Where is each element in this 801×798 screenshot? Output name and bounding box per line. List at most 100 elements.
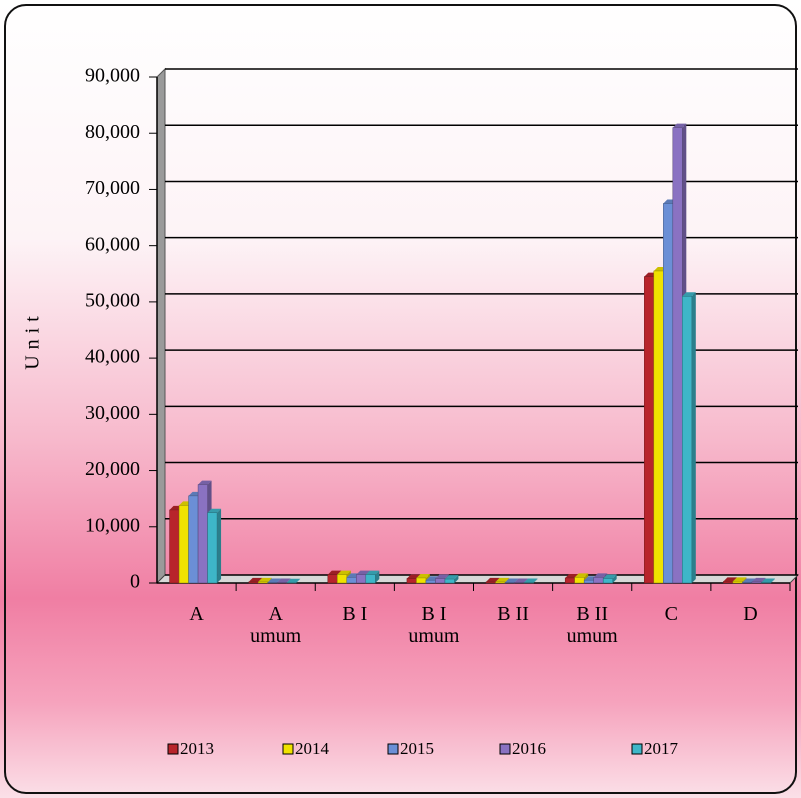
bar-side: [296, 578, 301, 583]
legend-label: 2014: [295, 739, 330, 758]
bar-top: [327, 570, 342, 575]
bar: [732, 581, 743, 584]
bar: [495, 581, 506, 584]
bar-top: [207, 508, 222, 513]
x-tick-label: A: [189, 603, 204, 625]
y-tick-label: 90,000: [85, 65, 140, 87]
bar-top: [435, 574, 449, 579]
bar: [653, 270, 664, 584]
bar-side: [217, 508, 222, 583]
bar: [178, 505, 189, 584]
legend-swatch: [631, 743, 643, 755]
bar: [169, 509, 180, 584]
y-tick-label: 0: [130, 571, 140, 593]
bar: [593, 577, 604, 584]
bar-top: [574, 573, 589, 578]
bar-top: [593, 573, 608, 578]
bar-top: [416, 573, 430, 578]
bar-top: [682, 292, 696, 297]
bar-top: [365, 570, 380, 575]
bar-top: [495, 577, 510, 582]
y-tick-label: 40,000: [85, 346, 140, 368]
bar: [365, 574, 376, 584]
bar-side: [454, 575, 459, 583]
bar: [523, 582, 534, 584]
bar: [416, 577, 427, 584]
bar: [574, 577, 585, 584]
x-tick-label: B II: [497, 603, 529, 625]
bar: [267, 582, 278, 584]
x-tick-label: C: [664, 603, 678, 625]
bar: [682, 296, 693, 584]
bar: [644, 276, 655, 584]
bar: [583, 579, 594, 584]
x-tick-label: D: [743, 603, 758, 625]
bar-top: [267, 578, 282, 583]
legend-swatch: [282, 743, 294, 755]
bar: [761, 582, 772, 584]
bar-top: [198, 480, 212, 485]
legend-swatch: [499, 743, 511, 755]
bar-top: [723, 577, 737, 582]
bar: [327, 574, 338, 584]
bar-top: [286, 578, 301, 583]
legend-swatch: [167, 743, 179, 755]
bar-top: [486, 577, 500, 582]
x-tick-label: B II umum: [566, 603, 618, 647]
bar-top: [524, 578, 538, 583]
bar-top: [356, 570, 370, 575]
bar-top: [258, 577, 272, 582]
bar-top: [514, 578, 529, 583]
bar: [485, 581, 496, 584]
bar-top: [672, 123, 687, 128]
bar: [504, 582, 515, 584]
x-tick-label: B I: [342, 603, 368, 625]
x-tick-label: B I umum: [408, 603, 460, 647]
bar: [188, 495, 199, 584]
bar: [197, 484, 208, 584]
bar: [672, 127, 683, 584]
bar: [425, 579, 436, 584]
bar: [276, 582, 287, 584]
bar-top: [444, 575, 459, 580]
legend-label: 2016: [512, 739, 546, 758]
bar-side: [533, 578, 538, 583]
bar: [435, 578, 446, 584]
y-tick-label: 80,000: [85, 121, 140, 143]
bar-top: [751, 577, 766, 582]
bar-top: [505, 578, 519, 583]
bar-side: [375, 570, 380, 583]
legend-label: 2015: [400, 739, 434, 758]
x-tick-label: A umum: [250, 603, 302, 647]
bar: [514, 582, 525, 584]
y-tick-label: 30,000: [85, 402, 140, 424]
bar: [602, 578, 613, 584]
y-tick-label: 50,000: [85, 289, 140, 311]
bar: [444, 578, 455, 584]
legend-label: 2013: [180, 739, 214, 758]
bar: [346, 577, 357, 584]
legend-swatch: [387, 743, 399, 755]
bar: [356, 574, 367, 584]
bar-top: [603, 574, 617, 579]
y-tick-label: 20,000: [85, 458, 140, 480]
bar-top: [277, 578, 291, 583]
y-tick-label: 60,000: [85, 233, 140, 255]
bar: [248, 581, 259, 584]
bar: [751, 581, 762, 584]
bar: [723, 581, 734, 584]
legend-label: 2017: [644, 739, 679, 758]
y-tick-label: 70,000: [85, 177, 140, 199]
y-axis-label: Unit: [22, 310, 44, 370]
bar-top: [732, 577, 747, 582]
bar: [564, 577, 575, 584]
bar: [663, 203, 674, 584]
bar-side: [612, 574, 617, 583]
bar: [742, 582, 753, 584]
frame-border: [4, 4, 797, 794]
bar-top: [761, 578, 775, 583]
bar-side: [691, 292, 696, 583]
bar-top: [248, 577, 263, 582]
